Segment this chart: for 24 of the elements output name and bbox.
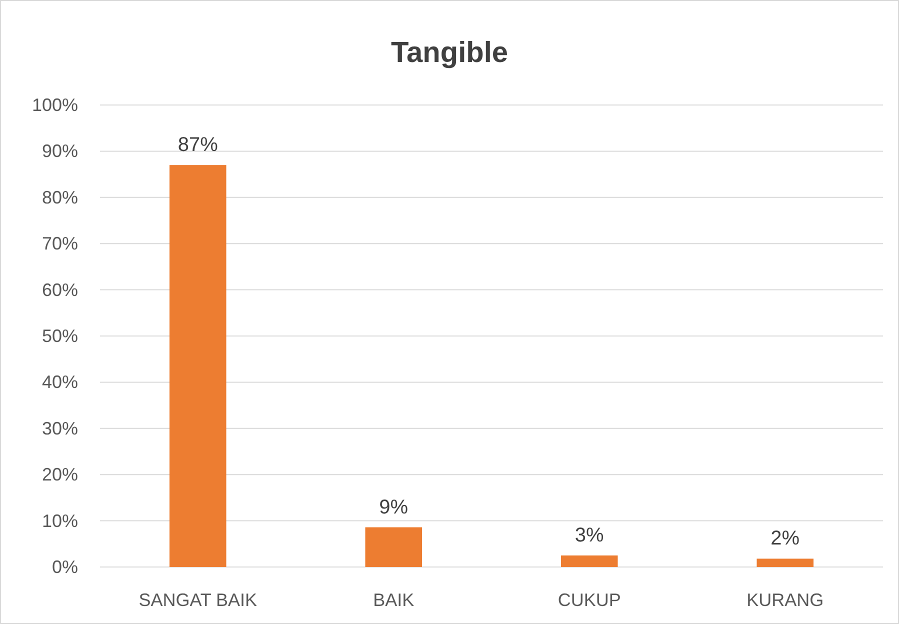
y-tick-label: 90%: [42, 141, 78, 162]
chart-title: Tangible: [390, 37, 508, 69]
y-tick-label: 20%: [42, 464, 78, 485]
y-tick-label: 40%: [42, 372, 78, 392]
x-tick-label: BAIK: [373, 590, 414, 610]
y-tick-label: 50%: [42, 326, 78, 346]
y-tick-label: 60%: [42, 280, 78, 300]
data-label: 3%: [574, 524, 604, 546]
y-tick-label: 30%: [42, 418, 78, 438]
data-label: 87%: [178, 134, 218, 156]
bar: [365, 527, 422, 567]
x-tick-label: CUKUP: [558, 590, 621, 610]
y-tick-label: 0%: [52, 557, 78, 577]
y-tick-label: 80%: [42, 187, 78, 208]
y-tick-label: 70%: [42, 234, 78, 254]
y-tick-label: 100%: [32, 95, 78, 115]
data-label: 2%: [770, 528, 800, 550]
bar: [560, 555, 618, 567]
x-tick-label: KURANG: [746, 590, 824, 610]
y-tick-label: 10%: [42, 510, 78, 531]
x-tick-label: SANGAT BAIK: [138, 590, 258, 610]
bar: [756, 558, 814, 567]
bar: [169, 165, 226, 567]
data-label: 9%: [379, 496, 408, 518]
